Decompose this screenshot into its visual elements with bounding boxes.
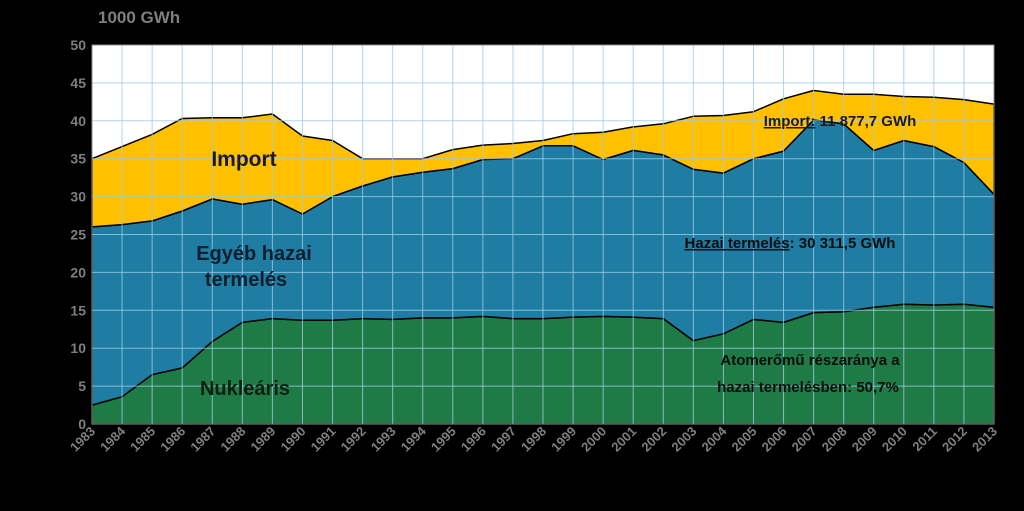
x-tick-label: 1993 (368, 424, 399, 455)
y-tick-label: 50 (70, 37, 86, 53)
plot-frame (91, 44, 995, 425)
x-tick-label: 1992 (338, 424, 369, 455)
x-tick-label: 2008 (819, 424, 850, 455)
x-tick-label: 2010 (879, 424, 910, 455)
x-tick-label: 1983 (67, 424, 98, 455)
x-tick-label: 2012 (939, 424, 970, 455)
nuklearis-label: Nukleáris (200, 378, 290, 400)
x-tick-label: 2006 (759, 424, 790, 455)
y-tick-label: 30 (70, 189, 86, 205)
import-label: Import (211, 148, 276, 171)
atom-note-line2: hazai termelésben: 50,7% (717, 379, 899, 396)
x-tick-label: 2004 (698, 423, 730, 455)
y-tick-label: 35 (70, 151, 86, 167)
y-tick-label: 5 (78, 378, 86, 394)
egyeb-label-line2: termelés (205, 269, 287, 291)
y-tick-label: 0 (78, 416, 86, 432)
x-tick-label: 1988 (217, 424, 248, 455)
x-tick-label: 2013 (969, 424, 1000, 455)
x-tick-label: 2003 (668, 424, 699, 455)
x-tick-label: 2001 (608, 424, 639, 455)
x-tick-label: 2009 (849, 424, 880, 455)
areas (91, 45, 995, 425)
x-tick-label: 2005 (729, 424, 760, 455)
x-tick-label: 2011 (909, 424, 940, 455)
x-tick-label: 1990 (278, 424, 309, 455)
y-tick-label: 20 (70, 264, 86, 280)
egyeb-label-line1: Egyéb hazai (196, 243, 312, 265)
y-tick-label: 45 (70, 75, 86, 91)
x-tick-label: 1994 (398, 423, 430, 455)
x-tick-label: 1996 (458, 424, 489, 455)
x-tick-label: 2007 (789, 424, 820, 455)
y-tick-label: 40 (70, 113, 86, 129)
x-tick-label: 1985 (127, 424, 158, 455)
x-tick-label: 1987 (187, 424, 218, 455)
y-tick-label: 10 (70, 340, 86, 356)
unit-label: 1000 GWh (98, 8, 181, 27)
hazai-note: Hazai termelés: 30 311,5 GWh (685, 235, 896, 252)
x-tick-label: 1995 (428, 424, 459, 455)
x-tick-label: 1998 (518, 424, 549, 455)
x-tick-label: 1999 (548, 424, 579, 455)
import-note: Import: 11 877,7 GWh (764, 113, 917, 130)
x-tick-label: 2002 (638, 424, 669, 455)
annotations: Import Egyéb hazai termelés Nukleáris Im… (196, 113, 916, 400)
y-tick-label: 25 (70, 227, 86, 243)
x-tick-label: 1991 (308, 424, 339, 455)
gridlines (92, 45, 994, 424)
x-tick-label: 1984 (97, 423, 129, 455)
x-tick-label: 1986 (157, 424, 188, 455)
x-tick-label: 2000 (578, 424, 609, 455)
x-tick-label: 1989 (247, 424, 278, 455)
x-tick-label: 1997 (488, 424, 519, 455)
atom-note-line1: Atomerőmű részaránya a (720, 352, 900, 369)
y-tick-label: 15 (70, 302, 86, 318)
